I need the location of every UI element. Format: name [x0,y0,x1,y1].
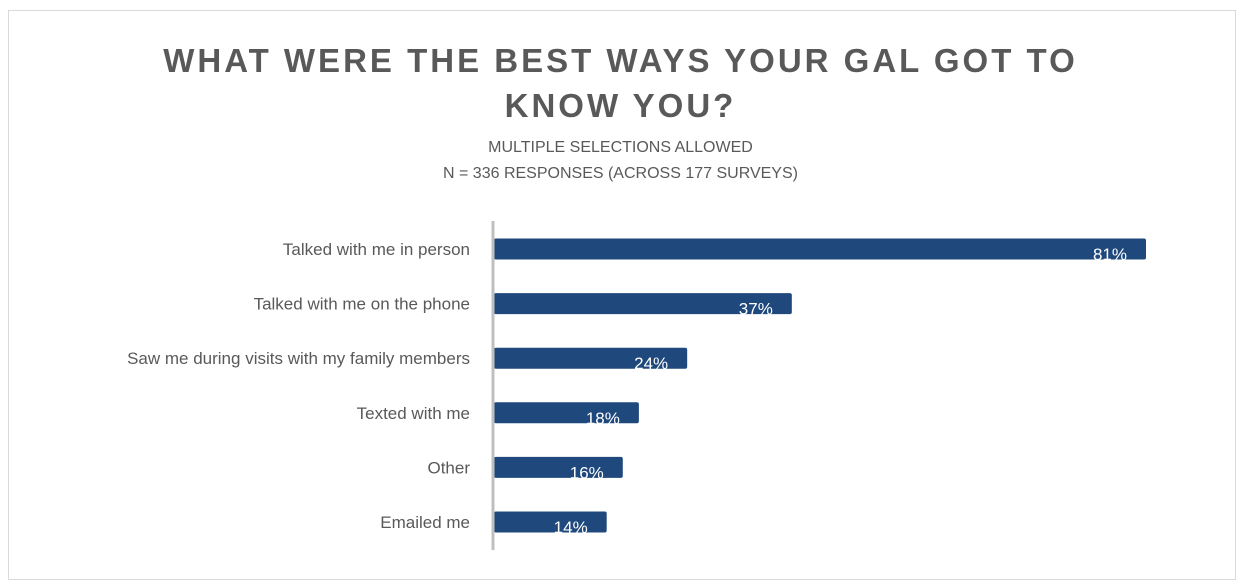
value-label: 24% [634,354,668,373]
chart-subtitle-line-2: N = 336 RESPONSES (ACROSS 177 SURVEYS) [443,165,798,182]
bar [494,456,623,478]
chart-title-line-2: KNOW YOU? [504,87,737,124]
category-label: Talked with me on the phone [254,295,470,314]
category-label: Saw me during visits with my family memb… [127,349,470,368]
value-label: 81% [1093,245,1127,264]
value-label: 16% [570,463,604,482]
bar [494,511,607,533]
bars-group [494,238,1146,533]
category-label: Other [427,458,470,477]
chart-subtitle-line-1: MULTIPLE SELECTIONS ALLOWED [488,139,753,156]
category-label: Emailed me [380,513,470,532]
category-labels-group: Talked with me in person Talked with me o… [127,240,470,532]
value-label: 18% [586,409,620,428]
bar [494,402,639,424]
value-label: 37% [739,300,773,319]
bar [494,347,688,369]
bar [494,238,1146,260]
bar [494,293,792,315]
chart-subtitle: MULTIPLE SELECTIONS ALLOWED N = 336 RESP… [0,135,1241,187]
category-label: Texted with me [357,404,470,423]
chart-title-line-1: WHAT WERE THE BEST WAYS YOUR GAL GOT TO [163,42,1078,79]
value-labels-group: 81% 37% 24% 18% 16% 14% [554,245,1127,537]
value-label: 14% [554,518,588,537]
category-label: Talked with me in person [283,240,470,259]
chart-title: WHAT WERE THE BEST WAYS YOUR GAL GOT TO … [0,38,1241,128]
